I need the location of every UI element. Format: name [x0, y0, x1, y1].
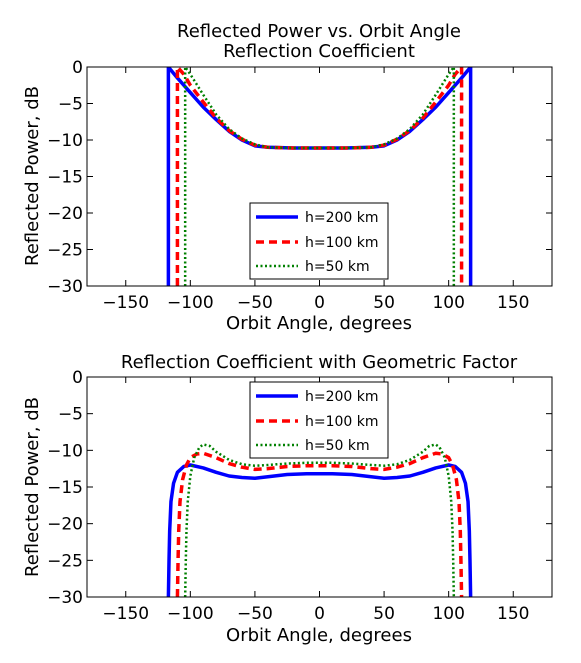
top-chart-frame: [86, 66, 553, 287]
y-tick-label: −5: [58, 95, 83, 115]
x-tick-label: 0: [314, 293, 325, 313]
y-tick-label: −5: [58, 405, 83, 425]
series-line-h-200-km: [166, 463, 473, 597]
x-tick-label: 100: [432, 293, 464, 313]
legend-label-h50: h=50 km: [305, 259, 370, 275]
bottom-chart-ylabel: Reflected Power, dB: [22, 397, 43, 577]
x-tick-label: −100: [167, 293, 214, 313]
y-tick-label: −25: [47, 551, 83, 571]
x-tick-label: 100: [432, 604, 464, 624]
y-tick-label: −10: [47, 441, 83, 461]
y-tick-label: −20: [47, 204, 83, 224]
x-tick-label: −50: [237, 604, 273, 624]
y-tick-label: −15: [47, 168, 83, 188]
top-chart-lines: [166, 67, 473, 286]
legend-label-h200: h=200 km: [305, 210, 379, 226]
x-tick-label: −150: [102, 293, 149, 313]
y-tick-label: −30: [47, 588, 83, 608]
bottom-chart-ticks: −150 −100 −50 0 50 100 150 0 −5 −10 −15 −20 −25 −30: [47, 368, 552, 624]
top-chart-ticks: −150 −100 −50 0 50 100 150 0 −5 −10 −15 −20 −25 −30: [47, 58, 552, 313]
bottom-chart-title: Reflection Coefficient with Geometric Fa…: [121, 352, 518, 373]
top-chart-ylabel: Reflected Power, dB: [22, 86, 43, 266]
x-tick-label: −100: [167, 604, 214, 624]
y-tick-label: 0: [72, 368, 83, 388]
top-chart: Reflected Power vs. Orbit Angle Reflecti…: [22, 21, 553, 334]
bottom-chart-legend: h=200 km h=100 km h=50 km: [249, 381, 389, 459]
legend-label-h100: h=100 km: [305, 414, 379, 430]
bottom-chart-xlabel: Orbit Angle, degrees: [226, 625, 412, 646]
y-tick-label: −25: [47, 241, 83, 261]
x-tick-label: 50: [373, 293, 395, 313]
y-tick-label: −30: [47, 277, 83, 297]
x-tick-label: 150: [497, 293, 529, 313]
x-tick-label: 0: [314, 604, 325, 624]
legend-label-h100: h=100 km: [305, 235, 379, 251]
x-tick-label: 50: [373, 604, 395, 624]
bottom-chart-frame: [86, 376, 553, 598]
x-tick-label: 150: [497, 604, 529, 624]
y-tick-label: −15: [47, 478, 83, 498]
top-chart-subtitle: Reflection Coefficient: [223, 41, 415, 62]
legend-label-h50: h=50 km: [305, 438, 370, 454]
bottom-chart-lines: [166, 443, 473, 597]
series-line-h-100-km: [175, 451, 464, 597]
y-tick-label: 0: [72, 58, 83, 78]
y-tick-label: −20: [47, 515, 83, 535]
x-tick-label: −150: [102, 604, 149, 624]
series-line-h-100-km: [175, 67, 464, 286]
x-tick-label: −50: [237, 293, 273, 313]
top-chart-xlabel: Orbit Angle, degrees: [226, 313, 412, 334]
top-chart-legend: h=200 km h=100 km h=50 km: [249, 202, 389, 280]
top-chart-title: Reflected Power vs. Orbit Angle: [177, 21, 461, 42]
bottom-chart: Reflection Coefficient with Geometric Fa…: [22, 352, 553, 646]
y-tick-label: −10: [47, 131, 83, 151]
legend-label-h200: h=200 km: [305, 389, 379, 405]
